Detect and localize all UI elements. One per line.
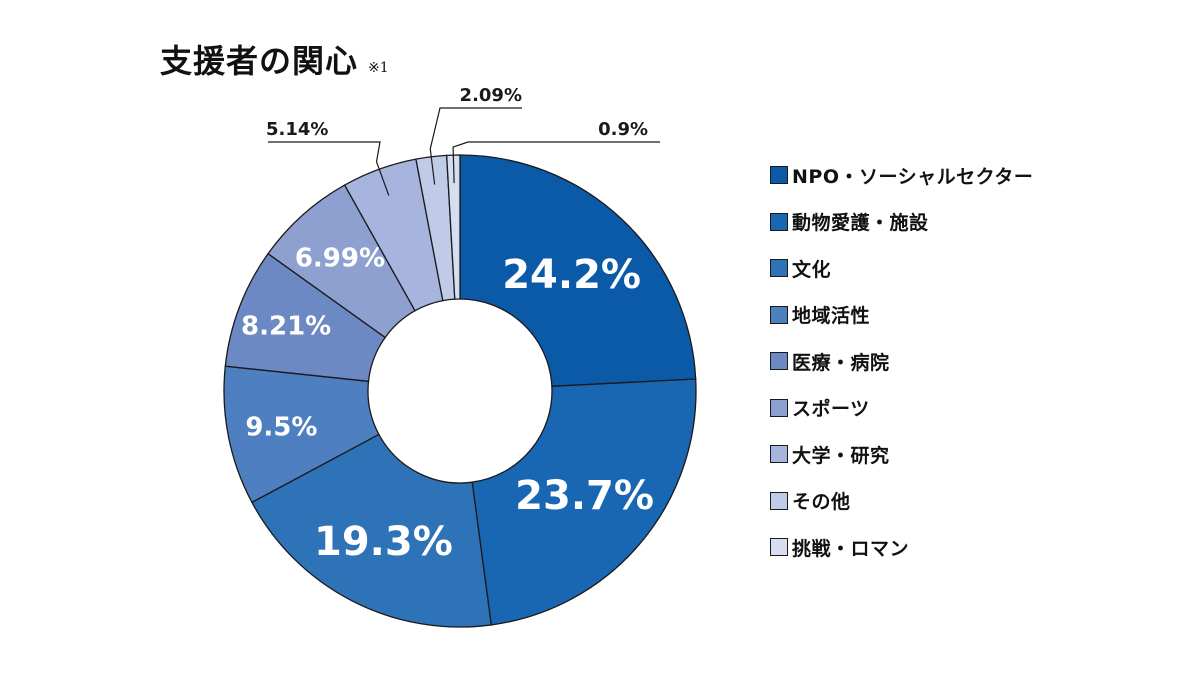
data-label-3: 19.3%: [314, 519, 453, 565]
legend-label: 動物愛護・施設: [792, 212, 929, 235]
legend-swatch: [770, 212, 788, 231]
slice-4: [223, 365, 380, 504]
legend-item: 地域活性: [770, 292, 1033, 339]
legend-label: 医療・病院: [792, 351, 890, 374]
callout-line-7: [268, 141, 390, 196]
callout-line-8: [429, 107, 522, 185]
slice-2: [471, 378, 697, 626]
data-label-1: 24.2%: [502, 252, 641, 298]
legend-item: スポーツ: [770, 385, 1033, 432]
data-label-5: 8.21%: [241, 311, 331, 341]
legend-label: その他: [792, 491, 851, 514]
callout-line-9: [452, 141, 660, 184]
legend-label: スポーツ: [792, 398, 870, 421]
legend-label: 地域活性: [792, 305, 871, 328]
legend-swatch: [770, 305, 788, 324]
legend-swatch: [770, 445, 788, 464]
legend-item: 挑戦・ロマン: [770, 524, 1033, 571]
data-label-2: 23.7%: [515, 473, 654, 519]
legend-label: NPO・ソーシャルセクター: [792, 165, 1034, 188]
slice-1: [459, 154, 697, 388]
legend-item: 文化: [770, 245, 1033, 292]
data-label-7: 5.14%: [266, 119, 328, 140]
chart-title-block: 支援者の関心 ※1: [160, 36, 389, 82]
slice-3: [251, 433, 492, 628]
legend-swatch: [770, 538, 788, 557]
legend-swatch: [770, 491, 788, 510]
legend-label: 挑戦・ロマン: [792, 537, 910, 560]
legend-item: 動物愛護・施設: [770, 199, 1033, 246]
legend-swatch: [770, 166, 788, 185]
data-label-6: 6.99%: [295, 243, 385, 273]
legend-item: 医療・病院: [770, 338, 1033, 385]
legend-swatch: [770, 259, 788, 278]
data-label-4: 9.5%: [245, 412, 317, 442]
legend: NPO・ソーシャルセクター 動物愛護・施設 文化地域活性医療・病院スポーツ大学・研究…: [770, 152, 1033, 571]
legend-item: その他: [770, 478, 1033, 525]
chart-title: 支援者の関心: [160, 42, 359, 80]
legend-item: NPO・ソーシャルセクター: [770, 152, 1033, 199]
legend-label: 文化: [792, 258, 832, 281]
data-label-8: 2.09%: [460, 85, 522, 106]
legend-swatch: [770, 398, 788, 417]
legend-swatch: [770, 352, 788, 371]
footnote-marker: ※1: [368, 60, 389, 76]
slice-9: [445, 154, 461, 300]
data-label-9: 0.9%: [598, 119, 648, 140]
legend-label: 大学・研究: [792, 444, 890, 467]
legend-item: 大学・研究: [770, 431, 1033, 478]
